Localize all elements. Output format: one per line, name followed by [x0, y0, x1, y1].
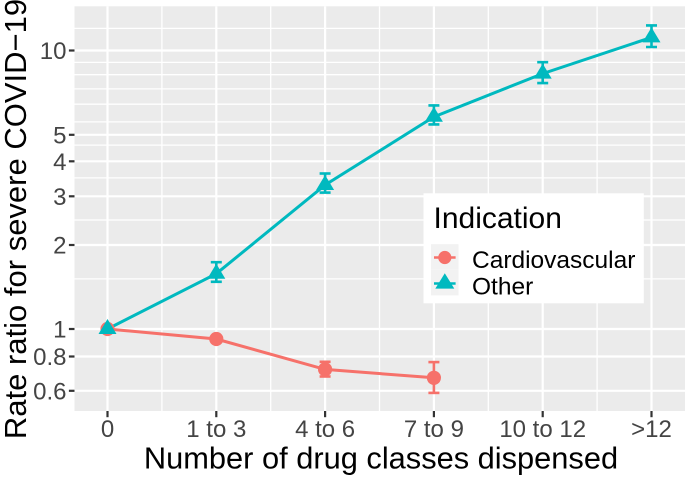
- svg-text:>12: >12: [631, 416, 672, 443]
- svg-text:7 to 9: 7 to 9: [404, 416, 464, 443]
- svg-text:Rate ratio for severe COVID−19: Rate ratio for severe COVID−19: [0, 0, 33, 439]
- svg-text:0.6: 0.6: [33, 379, 66, 406]
- svg-text:Number of drug classes dispens: Number of drug classes dispensed: [144, 441, 618, 475]
- svg-text:1: 1: [53, 317, 66, 344]
- svg-text:2: 2: [53, 233, 66, 260]
- svg-text:3: 3: [53, 184, 66, 211]
- svg-text:5: 5: [53, 123, 66, 150]
- svg-text:0.8: 0.8: [33, 344, 66, 371]
- svg-text:10: 10: [40, 38, 67, 65]
- svg-text:1 to 3: 1 to 3: [186, 416, 246, 443]
- svg-text:4: 4: [53, 149, 66, 176]
- svg-text:Cardiovascular: Cardiovascular: [472, 247, 635, 274]
- svg-text:Indication: Indication: [434, 202, 562, 235]
- svg-text:4 to 6: 4 to 6: [295, 416, 355, 443]
- svg-text:0: 0: [101, 416, 114, 443]
- svg-text:Other: Other: [472, 273, 533, 300]
- svg-text:10 to 12: 10 to 12: [499, 416, 586, 443]
